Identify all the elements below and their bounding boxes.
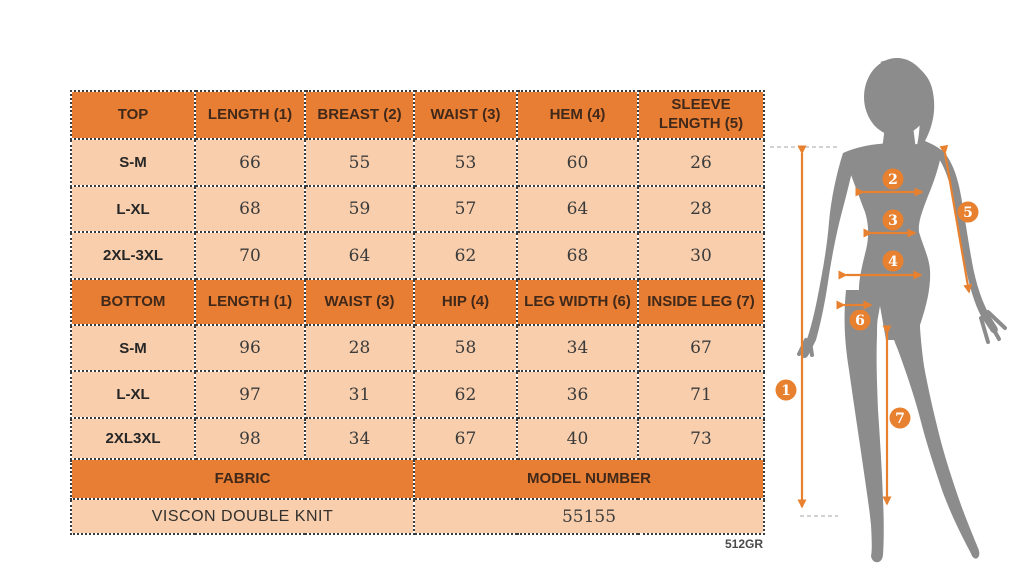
value-cell: 71	[637, 370, 765, 419]
value-cell: 70	[194, 231, 306, 280]
female-silhouette	[797, 58, 1007, 563]
value-cell: 66	[194, 138, 306, 187]
header-cell-hem: HEM (4)	[516, 90, 639, 140]
measurement-marker-3: 3	[882, 209, 904, 231]
size-label-cell: 2XL-3XL	[70, 231, 196, 280]
header-cell-hip: HIP (4)	[413, 278, 518, 326]
value-cell: 67	[637, 324, 765, 372]
value-cell: 57	[413, 185, 518, 233]
value-cell: 59	[304, 185, 415, 233]
value-cell: 97	[194, 370, 306, 419]
size-label-cell: 2XL3XL	[70, 417, 196, 460]
value-cell: 62	[413, 370, 518, 419]
header-cell-bottom: BOTTOM	[70, 278, 196, 326]
header-cell-waist: WAIST (3)	[413, 90, 518, 140]
value-cell: 96	[194, 324, 306, 372]
value-cell: 98	[194, 417, 306, 460]
header-cell-inside-leg: INSIDE LEG (7)	[637, 278, 765, 326]
value-cell: 60	[516, 138, 639, 187]
marker-4-label: 4	[888, 254, 898, 270]
value-cell: 64	[516, 185, 639, 233]
marker-5-label: 5	[963, 205, 973, 221]
marker-2-label: 2	[888, 172, 898, 188]
value-cell: 62	[413, 231, 518, 280]
value-cell: 53	[413, 138, 518, 187]
marker-7-label: 7	[895, 411, 905, 427]
value-cell: 55	[304, 138, 415, 187]
header-cell-top: TOP	[70, 90, 196, 140]
header-cell-length: LENGTH (1)	[194, 90, 306, 140]
table-row: 2XL3XL 98 34 67 40 73	[70, 417, 765, 460]
marker-6-label: 6	[855, 313, 865, 329]
top-header-row: TOP LENGTH (1) BREAST (2) WAIST (3) HEM …	[70, 90, 765, 140]
value-cell: 31	[304, 370, 415, 419]
fabric-value-cell: VISCON DOUBLE KNIT	[70, 498, 415, 535]
style-code-note: 512GR	[724, 537, 763, 551]
measurement-figure: 1 2 3 4 5 6 7	[770, 58, 1007, 563]
header-cell-breast: BREAST (2)	[304, 90, 415, 140]
footer-value-row: VISCON DOUBLE KNIT 55155	[70, 498, 765, 535]
value-cell: 68	[516, 231, 639, 280]
footer-header-row: FABRIC MODEL NUMBER	[70, 458, 765, 500]
value-cell: 64	[304, 231, 415, 280]
value-cell: 28	[637, 185, 765, 233]
table-row: 2XL-3XL 70 64 62 68 30	[70, 231, 765, 280]
header-cell-leg-width: LEG WIDTH (6)	[516, 278, 639, 326]
value-cell: 68	[194, 185, 306, 233]
value-cell: 34	[304, 417, 415, 460]
marker-3-label: 3	[888, 213, 898, 229]
measurement-markers: 1 2 3 4 5 6 7	[775, 168, 979, 429]
value-cell: 26	[637, 138, 765, 187]
measurement-marker-1: 1	[775, 379, 797, 401]
table-row: L-XL 97 31 62 36 71	[70, 370, 765, 419]
size-label-cell: L-XL	[70, 370, 196, 419]
measurement-marker-2: 2	[882, 168, 904, 190]
size-label-cell: S-M	[70, 138, 196, 187]
value-cell: 73	[637, 417, 765, 460]
measurement-marker-5: 5	[957, 201, 979, 223]
measurement-marker-4: 4	[882, 250, 904, 272]
measurement-marker-7: 7	[889, 407, 911, 429]
measurement-arrow-5-sleeve	[939, 144, 973, 294]
header-cell-fabric: FABRIC	[70, 458, 415, 500]
table-row: S-M 96 28 58 34 67	[70, 324, 765, 372]
table-row: S-M 66 55 53 60 26	[70, 138, 765, 187]
value-cell: 34	[516, 324, 639, 372]
table-row: L-XL 68 59 57 64 28	[70, 185, 765, 233]
size-label-cell: L-XL	[70, 185, 196, 233]
header-cell-length: LENGTH (1)	[194, 278, 306, 326]
value-cell: 67	[413, 417, 518, 460]
header-cell-waist: WAIST (3)	[304, 278, 415, 326]
value-cell: 30	[637, 231, 765, 280]
value-cell: 28	[304, 324, 415, 372]
bottom-header-row: BOTTOM LENGTH (1) WAIST (3) HIP (4) LEG …	[70, 278, 765, 326]
size-chart-table-wrap: TOP LENGTH (1) BREAST (2) WAIST (3) HEM …	[70, 90, 765, 535]
value-cell: 40	[516, 417, 639, 460]
size-chart-table: TOP LENGTH (1) BREAST (2) WAIST (3) HEM …	[70, 90, 765, 535]
model-number-value-cell: 55155	[413, 498, 765, 535]
header-cell-model-number: MODEL NUMBER	[413, 458, 765, 500]
value-cell: 58	[413, 324, 518, 372]
size-label-cell: S-M	[70, 324, 196, 372]
value-cell: 36	[516, 370, 639, 419]
marker-1-label: 1	[781, 383, 791, 399]
header-cell-sleeve-length: SLEEVE LENGTH (5)	[637, 90, 765, 140]
measurement-marker-6: 6	[849, 309, 871, 331]
